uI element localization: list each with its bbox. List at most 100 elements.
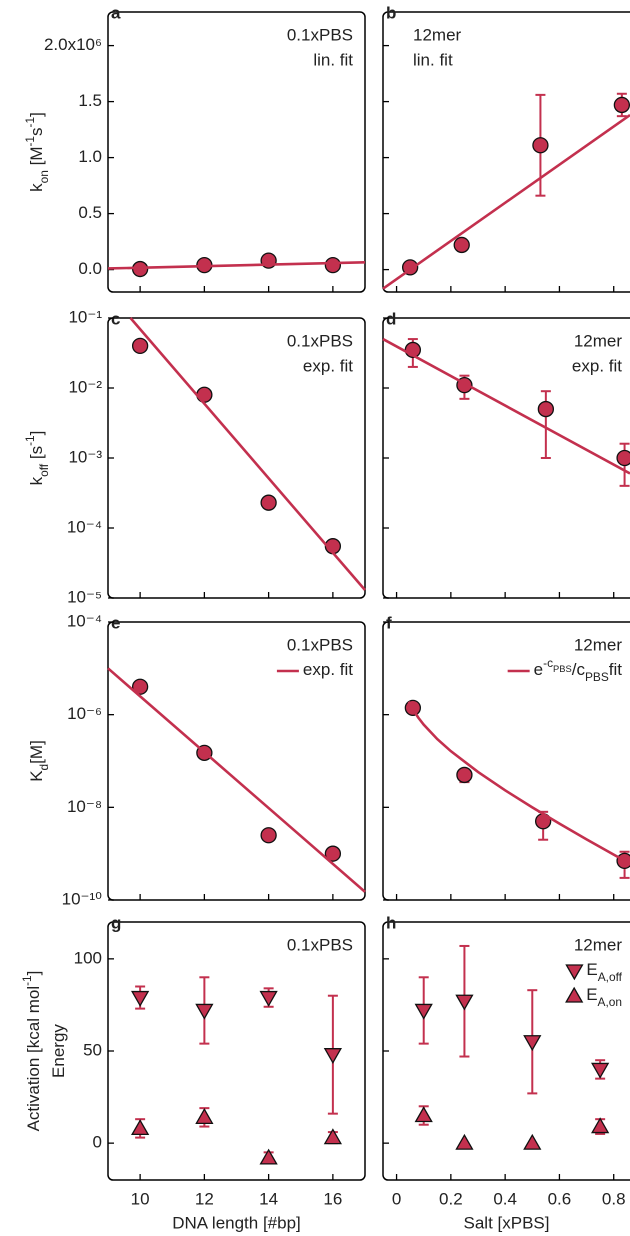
- y-tick-label: 0: [93, 1133, 102, 1152]
- marker: [523, 1035, 542, 1052]
- annotation: lin. fit: [413, 50, 453, 69]
- panel-letter: c: [111, 309, 120, 328]
- marker: [324, 256, 342, 274]
- y-tick-label: 10⁻⁶: [67, 704, 102, 723]
- marker: [616, 449, 630, 467]
- panel-frame: [107, 11, 366, 293]
- legend-label: EA,on: [586, 985, 622, 1009]
- text-part: k: [27, 476, 46, 485]
- x-tick-label: 12: [195, 1189, 214, 1208]
- x-tick-label: 0.4: [493, 1189, 517, 1208]
- x-tick-label: 0.2: [439, 1189, 463, 1208]
- fit-line: [382, 337, 630, 475]
- annotation: exp. fit: [303, 356, 353, 375]
- marker: [591, 1117, 610, 1134]
- fit-line: [107, 261, 366, 270]
- marker: [455, 994, 474, 1011]
- text-part: K: [27, 770, 46, 782]
- x-tick-label: 0.8: [602, 1189, 626, 1208]
- text-part: [M: [27, 147, 46, 171]
- marker: [259, 1148, 278, 1165]
- panel-frame: [382, 11, 630, 293]
- text-part: ]: [27, 112, 46, 117]
- marker: [195, 1108, 214, 1124]
- y-tick-label: 10⁻¹: [68, 307, 102, 326]
- text-part: on: [37, 170, 51, 183]
- marker: [260, 494, 277, 511]
- y-tick-label: 10⁻⁴: [67, 611, 102, 630]
- panel-letter: e: [111, 613, 120, 632]
- panel-letter: d: [386, 309, 396, 328]
- marker: [537, 400, 555, 418]
- text-part: [s: [27, 446, 46, 464]
- text-part: -1: [23, 435, 37, 446]
- y-tick-label: 100: [74, 948, 102, 967]
- text-part: e: [534, 660, 543, 679]
- y-tick-label: 1.5: [78, 91, 102, 110]
- annotation: exp. fit: [572, 356, 622, 375]
- x-tick-label: 0.6: [548, 1189, 572, 1208]
- y-tick-label: 0.0: [78, 259, 102, 278]
- text-part: Activation [kcal mol: [24, 986, 43, 1132]
- text-part: Energy: [49, 1024, 68, 1078]
- y-tick-label: 10⁻¹⁰: [62, 889, 103, 908]
- x-axis-label: DNA length [#bp]: [172, 1213, 301, 1232]
- text-part: ]: [27, 431, 46, 436]
- x-tick-label: 14: [259, 1189, 278, 1208]
- text-part: -1: [23, 116, 37, 127]
- y-axis-label: Kd[M]: [27, 740, 51, 782]
- y-tick-label: 10⁻⁴: [67, 517, 102, 536]
- y-tick-label: 50: [83, 1040, 102, 1059]
- annotation: 0.1xPBS: [287, 935, 353, 954]
- marker: [414, 1003, 433, 1020]
- panel-letter: h: [386, 913, 396, 932]
- panel-letter: g: [111, 913, 121, 932]
- marker: [323, 1128, 342, 1145]
- y-tick-label: 10⁻³: [68, 447, 102, 466]
- text-part: E: [586, 960, 597, 979]
- annotation: 12mer: [574, 935, 623, 954]
- y-axis-label: Activation [kcal mol-1]: [20, 971, 43, 1132]
- text-part: -c: [543, 656, 553, 670]
- marker: [453, 236, 470, 254]
- marker: [259, 990, 278, 1007]
- marker: [565, 964, 584, 981]
- y-tick-label: 10⁻⁸: [67, 797, 102, 816]
- text-part: A,off: [598, 970, 623, 984]
- marker: [131, 678, 149, 695]
- annotation: 0.1xPBS: [287, 25, 353, 44]
- fit-line: [407, 701, 630, 865]
- marker: [591, 1062, 610, 1079]
- legend-label: e-cPBS/cPBSfit: [534, 656, 623, 684]
- x-axis-label: Salt [xPBS]: [464, 1213, 550, 1232]
- text-part: /c: [572, 660, 586, 679]
- marker: [456, 766, 473, 784]
- text-part: d: [37, 764, 51, 771]
- y-tick-label: 10⁻²: [68, 377, 102, 396]
- text-part: PBS: [585, 670, 609, 684]
- y-tick-label: 10⁻⁵: [67, 587, 102, 606]
- annotation: 12mer: [413, 25, 462, 44]
- y-axis-label: Energy: [49, 1024, 68, 1078]
- marker: [613, 96, 630, 114]
- text-part: exp. fit: [303, 660, 353, 679]
- text-part: A,on: [598, 995, 622, 1009]
- legend-label: EA,off: [586, 960, 622, 984]
- fit-line: [382, 113, 630, 290]
- text-part: -1: [20, 975, 34, 986]
- marker: [131, 1119, 150, 1136]
- marker: [323, 1048, 342, 1064]
- text-part: ]: [24, 971, 43, 976]
- marker: [324, 845, 342, 862]
- marker: [455, 1133, 474, 1150]
- y-tick-label: 1.0: [78, 147, 102, 166]
- text-part: E: [586, 985, 597, 1004]
- annotation: lin. fit: [313, 50, 353, 69]
- panel-letter: f: [386, 613, 392, 632]
- annotation: 12mer: [574, 331, 623, 350]
- legend-label: exp. fit: [303, 660, 353, 679]
- x-tick-label: 10: [131, 1189, 150, 1208]
- text-part: [M]: [27, 740, 46, 764]
- text-part: k: [27, 183, 46, 192]
